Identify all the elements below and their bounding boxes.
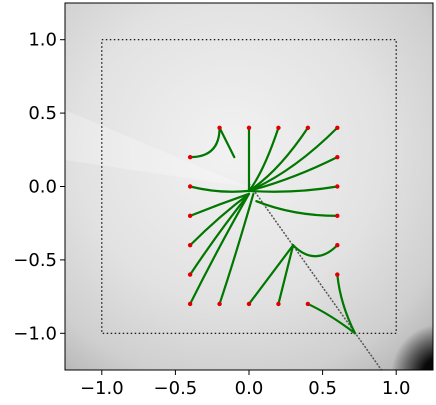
- start-point-17: [217, 301, 222, 307]
- start-point-9: [335, 243, 340, 248]
- trajectory-line-0: [189, 126, 221, 159]
- trajectory-line-14: [189, 192, 251, 247]
- dark-region: [300, 230, 433, 370]
- start-point-14: [187, 243, 193, 248]
- x-tick-label-0: −1.0: [80, 378, 124, 399]
- trajectory-line-10: [336, 273, 357, 335]
- y-tick-label-1: 0.5: [28, 103, 57, 124]
- trajectory-line-5: [247, 126, 339, 193]
- trajectory-line-8: [255, 200, 339, 217]
- x-tick-label-3: 0.5: [308, 378, 337, 399]
- start-point-1: [217, 125, 222, 130]
- start-point-0: [187, 154, 193, 160]
- start-point-13: [187, 213, 193, 219]
- trajectory-line-12: [189, 185, 251, 193]
- start-point-3: [276, 125, 281, 130]
- trajectory-line-11: [306, 302, 357, 335]
- trajectory-line-1: [218, 126, 236, 159]
- boundary-box: [101, 39, 397, 334]
- x-tick-label-4: 1.0: [382, 378, 411, 399]
- y-tick-label-2: 0.0: [28, 177, 57, 198]
- trajectory-line-17: [218, 192, 255, 306]
- start-point-10: [335, 272, 340, 277]
- y-tick-label-0: 1.0: [28, 30, 57, 51]
- start-point-18: [246, 301, 252, 307]
- start-point-4: [305, 125, 311, 130]
- shadow-wedge: [65, 110, 248, 187]
- start-point-11: [305, 301, 311, 307]
- start-point-7: [335, 184, 340, 189]
- start-point-15: [187, 272, 193, 277]
- y-tick-label-4: −1.0: [13, 323, 57, 344]
- x-tick-label-2: 0.0: [235, 378, 264, 399]
- start-point-16: [187, 301, 193, 307]
- trajectory-line-15: [189, 192, 251, 276]
- trajectory-line-3: [247, 126, 280, 193]
- x-tick-label-1: −0.5: [154, 378, 198, 399]
- start-point-8: [335, 213, 340, 219]
- start-point-5: [335, 125, 340, 130]
- trajectory-line-9: [292, 244, 339, 258]
- trajectory-line-7: [247, 185, 339, 193]
- start-point-12: [187, 184, 193, 189]
- start-point-19: [276, 301, 281, 307]
- y-tick-label-3: −0.5: [13, 250, 57, 271]
- trajectory-line-6: [247, 156, 339, 193]
- start-point-6: [335, 154, 340, 160]
- trajectory-line-19: [277, 244, 295, 306]
- trajectory-line-13: [189, 192, 251, 217]
- boundary-line: [248, 183, 383, 370]
- start-point-2: [246, 125, 252, 130]
- trajectory-line-4: [247, 126, 309, 193]
- trajectory-line-18: [247, 244, 295, 306]
- trajectory-line-16: [189, 192, 251, 306]
